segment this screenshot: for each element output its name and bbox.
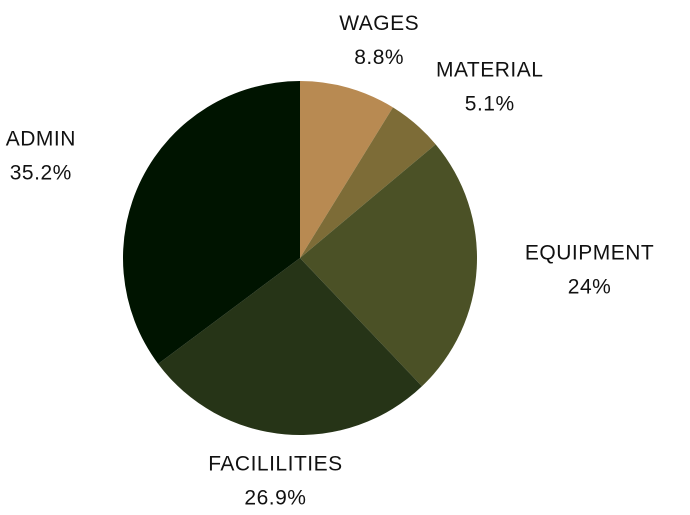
slice-label: FACILILITIES: [208, 453, 342, 476]
slice-value-label: 24%: [568, 275, 612, 298]
slice-value-label: 8.8%: [354, 46, 404, 69]
pie-slice: [122, 81, 300, 364]
pie-slice: [300, 144, 478, 387]
pie-slice: [300, 81, 393, 258]
slice-value-label: 35.2%: [10, 162, 72, 185]
slice-label: WAGES: [339, 12, 419, 35]
slice-value-label: 26.9%: [244, 487, 306, 510]
slice-label: EQUIPMENT: [525, 241, 654, 264]
pie-slice: [158, 258, 422, 436]
slice-value-label: 5.1%: [465, 92, 515, 115]
pie-slice: [300, 107, 436, 258]
slice-label: ADMIN: [6, 128, 76, 151]
slice-label: MATERIAL: [436, 58, 543, 81]
